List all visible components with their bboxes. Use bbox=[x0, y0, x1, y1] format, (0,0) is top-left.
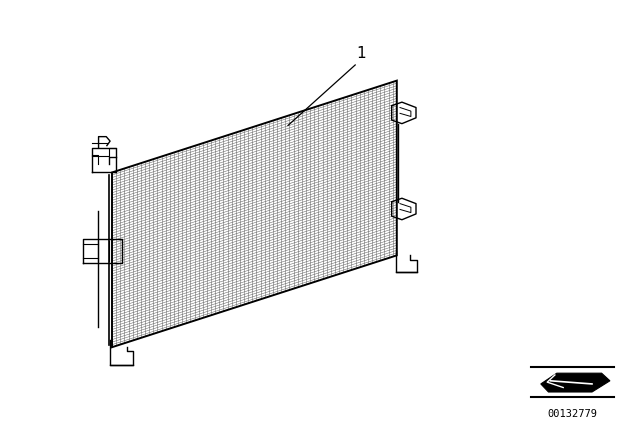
Text: 00132779: 00132779 bbox=[548, 409, 598, 418]
Polygon shape bbox=[541, 373, 610, 392]
Text: 1: 1 bbox=[356, 47, 367, 61]
Polygon shape bbox=[112, 81, 397, 347]
